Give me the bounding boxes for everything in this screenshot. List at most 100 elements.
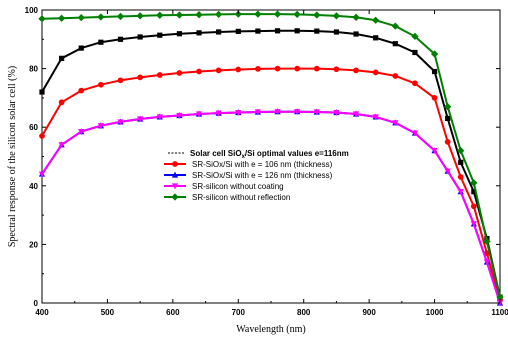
data-point <box>156 114 163 121</box>
data-point <box>372 69 379 76</box>
legend-title: Solar cell SiOx/Si optimal values e=116n… <box>190 149 349 160</box>
data-point <box>195 11 203 19</box>
data-point <box>313 65 320 72</box>
legend-item-1: SR-SiOx/Si with e = 106 nm (thickness) <box>164 160 333 169</box>
data-point <box>38 15 46 23</box>
data-point <box>294 65 301 72</box>
data-point <box>157 32 163 38</box>
data-point <box>392 120 399 127</box>
x-tick-label: 700 <box>232 308 246 317</box>
x-tick-label: 400 <box>35 308 49 317</box>
data-point <box>392 73 399 79</box>
data-point <box>470 203 477 210</box>
legend-swatch-marker <box>171 193 179 201</box>
data-point <box>372 114 379 121</box>
data-point <box>444 168 451 175</box>
legend-item-4: SR-silicon without reflection <box>164 193 290 202</box>
series-layer <box>38 10 504 307</box>
data-point <box>117 77 124 84</box>
data-point <box>457 174 464 180</box>
y-axis-label: Spectral response of the silicon solar c… <box>7 66 18 247</box>
data-point <box>98 81 104 88</box>
series-3 <box>38 109 504 307</box>
series-0 <box>39 28 503 300</box>
data-point <box>116 12 125 21</box>
data-point <box>353 67 359 74</box>
data-point <box>38 171 46 178</box>
data-point <box>332 12 341 20</box>
data-point <box>313 109 320 116</box>
data-point <box>78 128 85 135</box>
x-tick-label: 1000 <box>426 308 444 317</box>
data-point <box>333 29 340 35</box>
data-point <box>196 30 202 36</box>
data-point <box>98 39 104 45</box>
data-point <box>156 11 164 19</box>
data-point <box>471 189 477 195</box>
x-axis-label: Wavelength (nm) <box>236 324 305 335</box>
data-point <box>444 103 452 111</box>
data-point <box>412 49 418 56</box>
x-tick-label: 600 <box>166 308 180 317</box>
legend-swatch-marker <box>171 171 179 178</box>
data-point <box>457 147 465 155</box>
legend: Solar cell SiOx/Si optimal values e=116n… <box>164 149 349 202</box>
x-tick-label: 900 <box>362 308 376 317</box>
data-point <box>431 148 438 155</box>
legend-swatch-marker <box>171 183 179 190</box>
data-point <box>444 138 451 145</box>
data-point <box>273 10 282 18</box>
data-point <box>254 109 262 116</box>
data-point <box>235 109 242 116</box>
data-point <box>470 221 477 228</box>
data-point <box>372 16 380 24</box>
series-4 <box>38 10 504 301</box>
data-point <box>293 10 301 19</box>
legend-label: SR-SiOx/Si with e = 126 nm (thickness) <box>192 171 333 180</box>
data-point <box>353 31 359 37</box>
data-point <box>255 28 261 34</box>
data-point <box>39 89 45 95</box>
y-tick-label: 100 <box>25 6 39 15</box>
data-point <box>117 36 124 42</box>
data-point <box>431 95 438 101</box>
data-point <box>215 10 223 19</box>
data-point <box>97 123 105 130</box>
y-tick-label: 60 <box>29 123 38 132</box>
data-point <box>137 116 144 123</box>
data-point <box>392 41 398 47</box>
data-point <box>333 109 340 116</box>
data-point <box>391 22 399 30</box>
data-point <box>39 133 45 139</box>
data-point <box>196 68 202 75</box>
series-2 <box>38 108 504 306</box>
y-tick-label: 0 <box>34 299 39 308</box>
data-point <box>431 68 438 75</box>
data-point <box>78 45 84 51</box>
series-line-0 <box>41 29 501 298</box>
data-point <box>294 109 301 116</box>
data-point <box>58 142 65 149</box>
data-point <box>333 66 340 73</box>
y-tick-label: 20 <box>29 240 38 249</box>
data-point <box>496 293 504 301</box>
data-point <box>195 111 203 118</box>
data-point <box>57 14 66 22</box>
data-point <box>254 10 262 18</box>
data-point <box>97 13 105 21</box>
data-point <box>470 179 478 187</box>
data-point <box>458 159 464 165</box>
data-point <box>137 34 143 40</box>
series-line-2 <box>41 110 501 304</box>
series-line-1 <box>41 67 501 301</box>
data-point <box>235 66 242 73</box>
data-point <box>274 65 281 72</box>
data-point <box>78 87 85 94</box>
data-point <box>77 13 85 22</box>
data-point <box>136 12 144 20</box>
data-point <box>373 35 379 41</box>
legend-swatch-marker <box>172 161 178 167</box>
data-point <box>352 111 360 118</box>
data-point <box>58 99 65 106</box>
data-point <box>215 67 222 74</box>
